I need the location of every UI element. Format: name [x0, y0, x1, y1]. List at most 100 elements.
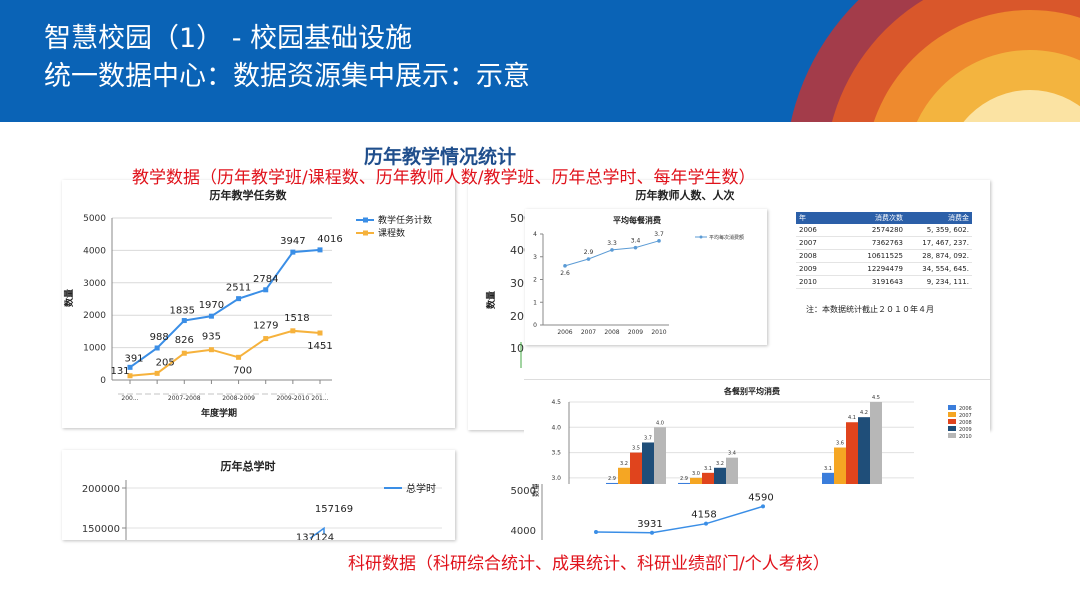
- x-tick-label: 2008-2009: [222, 395, 255, 402]
- bar-label: 3.1: [704, 466, 712, 472]
- y-tick-label: 3000: [83, 279, 106, 289]
- legend-marker: [699, 235, 703, 239]
- y-tick-label: 20: [510, 310, 524, 323]
- bar-label: 3.2: [716, 461, 724, 467]
- panel-total-hours: 历年总学时 150000 200000 137124 157169 总学时: [62, 450, 455, 543]
- data-label: 700: [233, 365, 252, 376]
- y-tick-label: 2: [533, 277, 537, 284]
- bar-label: 3.6: [836, 441, 844, 447]
- bar-label: 3.7: [644, 435, 652, 441]
- x-tick-label: 200...: [121, 395, 138, 402]
- cell-year: 2006: [796, 224, 842, 237]
- legend-label: 2010: [959, 434, 972, 440]
- y-tick-label: 0: [533, 322, 537, 329]
- x-tick-label: 2007-2008: [168, 395, 201, 402]
- bar-label: 4.0: [656, 420, 664, 426]
- chart-series: 137124 157169: [296, 504, 353, 543]
- cell-count: 3191643: [842, 275, 906, 289]
- chart-bars: 2.9 3.2 3.5 3.7 4.0 2.9 3.0 3.1 3.2 3.4 3.1 3.6 4.1 4…: [606, 395, 882, 488]
- chart-legend: 平均每次消费额: [695, 234, 744, 241]
- data-point: [127, 364, 133, 370]
- data-label: 988: [150, 332, 169, 343]
- data-point: [317, 330, 323, 336]
- bar-label: 3.1: [824, 466, 832, 472]
- table-note: 注：本数据统计截止２０１０年４月: [806, 305, 934, 314]
- bar: [834, 447, 846, 488]
- data-point: [290, 249, 296, 255]
- chart-title: 各餐别平均消费: [723, 386, 780, 396]
- data-point: [208, 347, 214, 353]
- data-label: 1970: [199, 300, 224, 311]
- table-header-count: 消费次数: [842, 212, 906, 224]
- chart-axes: 4000 5000: [511, 484, 543, 540]
- data-label: 157169: [315, 504, 353, 515]
- series-line-2: [129, 329, 321, 377]
- bar-label: 2.9: [608, 476, 616, 482]
- x-tick-label: 2009-2010: [276, 395, 309, 402]
- data-label: 1518: [284, 313, 309, 324]
- y-tick-label: 0: [100, 376, 106, 386]
- x-axis-label: 年度学期: [201, 407, 237, 419]
- data-point: [208, 313, 214, 319]
- bar-label: 4.5: [872, 395, 880, 401]
- data-point: [263, 287, 269, 293]
- series-line: [595, 505, 764, 534]
- data-label: 826: [175, 335, 194, 346]
- table-header-year: 年: [796, 212, 842, 224]
- caption-teaching-data: 教学数据（历年教学班/课程数、历年教师人数/教学班、历年总学时、每年学生数）: [132, 168, 756, 188]
- bar-label: 4.2: [860, 410, 868, 416]
- legend-marker: [363, 217, 368, 223]
- chart-avg-meal: 平均每餐消费 0 1 2 3 4 2006 2007 2008 2009 2010 2.6 2.9 3…: [533, 215, 744, 336]
- data-point: [263, 336, 269, 342]
- data-point: [657, 239, 661, 243]
- data-label: 1451: [307, 341, 332, 352]
- table-header-row: 年 消费次数 消费金: [796, 212, 972, 224]
- panel-teaching-tasks: 历年教学任务数 0 1000 2000 3000 4000 5000 200... 2007-…: [62, 180, 455, 428]
- data-label: 3.4: [631, 238, 641, 245]
- data-label: 1279: [253, 321, 278, 332]
- x-tick-label: 2008: [604, 329, 619, 336]
- data-point: [236, 354, 242, 360]
- data-label: 3931: [637, 519, 662, 530]
- data-label: 2511: [226, 283, 251, 294]
- chart-series: 3931 4158 4590: [594, 492, 774, 535]
- panel-research-line: 4000 5000 3931 4158 4590 数量: [468, 483, 990, 540]
- bar: [654, 427, 666, 488]
- bar: [714, 467, 726, 488]
- y-tick-label: 4.0: [551, 424, 561, 431]
- y-axis-label: 数量: [531, 484, 540, 497]
- chart-axes: 0 1000 2000 3000 4000 5000 200... 2007-2008 2008…: [83, 214, 332, 402]
- bar-label: 2.9: [680, 476, 688, 482]
- chart-title: 历年教学任务数: [210, 188, 288, 202]
- legend-swatch: [948, 419, 956, 424]
- data-point: [761, 504, 765, 509]
- table-row: 2007 7362763 17, 467, 237.: [796, 236, 972, 250]
- cell-amount: 28, 874, 092.: [906, 249, 972, 263]
- data-point: [181, 350, 187, 356]
- table-header-amount: 消费金: [906, 212, 972, 224]
- y-tick-label: 1: [533, 299, 537, 306]
- data-label: 205: [156, 357, 175, 368]
- cell-year: 2010: [796, 275, 842, 289]
- chart-axes: 0 1 2 3 4 2006 2007 2008 2009 2010: [533, 231, 669, 336]
- cell-year: 2009: [796, 262, 842, 276]
- cell-amount: 5, 359, 602.: [906, 224, 972, 237]
- data-point: [610, 248, 614, 252]
- bar: [858, 417, 870, 488]
- data-label: 137124: [296, 532, 334, 540]
- legend-label: 2008: [959, 420, 972, 426]
- y-tick-label: 3: [533, 254, 537, 261]
- chart-total-hours: 历年总学时 150000 200000 137124 157169 总学时: [82, 459, 442, 543]
- cell-amount: 17, 467, 237.: [906, 236, 972, 250]
- chart-series: 2.6 2.9 3.3 3.4 3.7: [560, 231, 664, 277]
- series-line: [309, 526, 325, 539]
- y-tick-label: 4000: [83, 246, 106, 256]
- x-tick-label: 2006: [557, 329, 572, 336]
- chart-teaching-tasks: 历年教学任务数 0 1000 2000 3000 4000 5000 200... 2007-…: [63, 188, 432, 419]
- y-tick-label: 2000: [83, 311, 106, 321]
- x-tick-label: 2010: [651, 329, 666, 336]
- bar: [870, 402, 882, 488]
